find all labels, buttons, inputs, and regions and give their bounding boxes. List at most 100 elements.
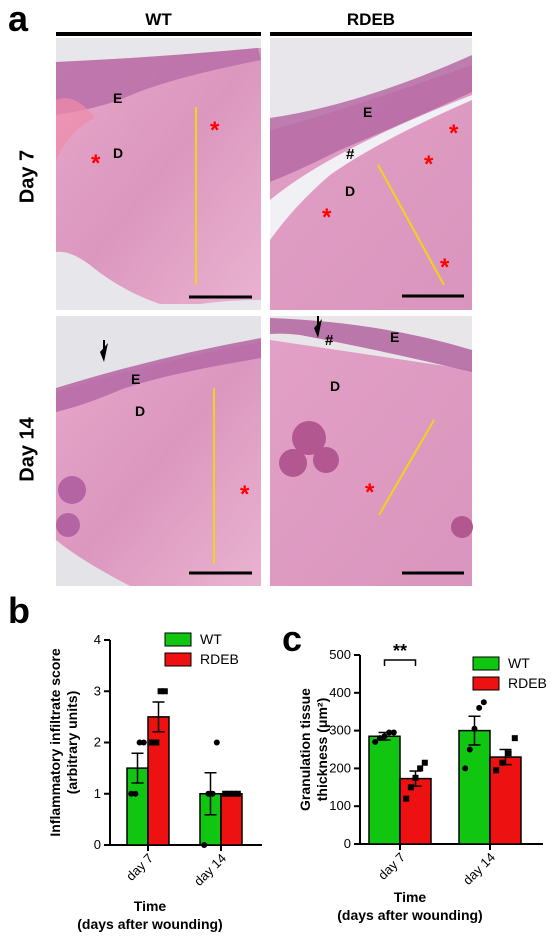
histology-grid: E D * * E D # * * * * E D * xyxy=(56,38,473,586)
legend-swatch-wt xyxy=(164,632,192,647)
data-point xyxy=(213,739,220,746)
x-axis-label: Time xyxy=(394,889,427,905)
data-point xyxy=(403,795,410,802)
column-header-rdeb: RDEB xyxy=(346,10,396,29)
y-tick-label: 0 xyxy=(94,837,101,852)
legend-label-wt: WT xyxy=(200,631,222,647)
y-tick-label: 100 xyxy=(329,798,351,813)
data-point xyxy=(149,739,156,746)
legend-swatch-rdeb xyxy=(472,676,500,691)
infiltrate-asterisk: * xyxy=(240,481,250,508)
infiltrate-asterisk: * xyxy=(210,117,220,144)
panel-a-letter: a xyxy=(8,0,29,39)
x-tick-label: day 14 xyxy=(191,851,229,889)
y-tick-label: 200 xyxy=(329,760,351,775)
data-point xyxy=(128,790,135,797)
y-tick-label: 4 xyxy=(94,632,101,647)
y-axis-label: Granulation tissue xyxy=(297,688,313,811)
legend-swatch-wt xyxy=(472,656,500,671)
data-point xyxy=(462,765,469,772)
bar-rdeb-day14 xyxy=(220,793,243,846)
dermis-region xyxy=(56,48,261,304)
column-header-wt: WT xyxy=(145,10,172,29)
y-tick-label: 0 xyxy=(344,836,351,851)
y-tick-label: 300 xyxy=(329,723,351,738)
hair-follicle xyxy=(279,449,307,477)
data-point xyxy=(421,759,428,766)
infiltrate-asterisk: * xyxy=(440,254,450,281)
data-point xyxy=(222,790,229,797)
hair-follicle xyxy=(451,516,473,538)
infiltrate-asterisk: * xyxy=(322,204,332,231)
hair-follicle xyxy=(292,421,326,455)
data-point xyxy=(376,735,383,742)
data-point xyxy=(386,729,393,736)
data-point xyxy=(412,774,419,781)
data-point xyxy=(471,725,478,732)
y-axis-label: Inflammatory infiltrate score xyxy=(47,648,63,836)
blister-hash: # xyxy=(346,146,355,163)
dermis-label: D xyxy=(345,183,355,199)
epidermis-region xyxy=(56,338,261,412)
dermis-label: D xyxy=(135,403,145,419)
infiltrate-asterisk: * xyxy=(91,150,101,177)
blister-hash: # xyxy=(325,332,334,349)
y-tick-label: 1 xyxy=(94,786,101,801)
bar-rdeb-day7 xyxy=(147,716,170,846)
dermis-label: D xyxy=(113,145,123,161)
significance-bracket xyxy=(383,659,417,666)
data-point xyxy=(372,738,379,745)
epidermis-label: E xyxy=(390,329,399,345)
epidermis-label: E xyxy=(131,371,140,387)
x-axis-label: Time xyxy=(134,898,167,914)
y-tick-label: 500 xyxy=(329,647,351,662)
dermis-label: D xyxy=(330,378,340,394)
epidermis-region xyxy=(270,55,472,182)
data-point xyxy=(201,842,208,848)
data-point xyxy=(205,790,212,797)
data-point xyxy=(390,729,397,736)
micrograph-day7-wt: E D * * xyxy=(56,38,261,310)
significance-label: ** xyxy=(393,641,407,661)
dermis-region xyxy=(270,340,472,586)
data-point xyxy=(226,790,233,797)
hair-follicle xyxy=(56,513,80,537)
legend-swatch-rdeb xyxy=(164,652,192,667)
legend-label-rdeb: RDEB xyxy=(200,651,239,667)
data-point xyxy=(407,784,414,791)
x-tick-label: day 14 xyxy=(460,850,498,888)
data-point xyxy=(209,790,216,797)
data-point xyxy=(230,790,237,797)
data-point xyxy=(381,733,388,740)
micrograph-day7-rdeb: E D # * * * * xyxy=(270,38,472,310)
hair-follicle xyxy=(313,447,339,473)
micrograph-day14-rdeb: E D # * xyxy=(270,316,473,586)
epidermis-region xyxy=(56,48,261,115)
data-point xyxy=(499,759,506,766)
data-point xyxy=(234,790,241,797)
epidermis-label: E xyxy=(363,104,372,120)
data-point xyxy=(157,688,164,695)
micrograph-day14-wt: E D * xyxy=(56,316,261,586)
hemorrhage-region xyxy=(56,98,95,160)
column-bar-wt xyxy=(56,32,261,36)
data-point xyxy=(511,735,518,742)
thickness-line xyxy=(378,419,435,516)
x-tick-label: day 7 xyxy=(123,851,156,884)
data-point xyxy=(466,746,473,753)
x-axis-label: (days after wounding) xyxy=(337,907,482,923)
y-axis-label: thickness (μm²) xyxy=(314,698,330,801)
data-point xyxy=(493,767,500,774)
data-point xyxy=(132,790,139,797)
bar-wt-day7 xyxy=(368,735,401,845)
infiltrate-asterisk: * xyxy=(365,479,375,506)
legend-label-wt: WT xyxy=(508,655,530,671)
bar-rdeb-day7 xyxy=(399,777,432,845)
data-point xyxy=(161,688,168,695)
panel-b-letter: b xyxy=(8,590,30,631)
y-tick-label: 400 xyxy=(329,685,351,700)
chart-b-svg: 0 1 2 3 4 day 7 day 14 WT RDEB Inflammatory infil… xyxy=(47,631,262,932)
bar-wt-day14 xyxy=(458,729,491,845)
hair-follicle xyxy=(58,476,86,504)
x-tick-label: day 7 xyxy=(375,850,408,883)
